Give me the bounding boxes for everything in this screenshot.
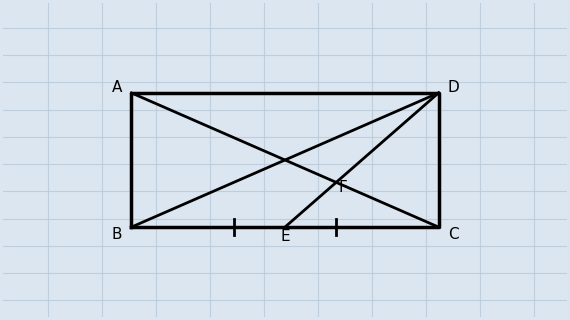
Text: E: E xyxy=(280,229,290,244)
Text: B: B xyxy=(112,227,122,242)
Text: D: D xyxy=(447,80,459,95)
Text: C: C xyxy=(448,227,458,242)
Text: F: F xyxy=(338,180,347,195)
Text: A: A xyxy=(112,80,122,95)
